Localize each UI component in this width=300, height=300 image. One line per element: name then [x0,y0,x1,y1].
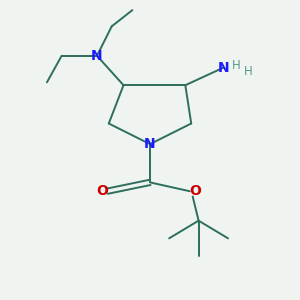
Text: N: N [218,61,230,75]
Text: N: N [91,49,103,63]
Text: N: N [144,137,156,151]
Text: O: O [96,184,108,198]
Text: O: O [189,184,201,198]
Text: H: H [232,59,240,72]
Text: H: H [244,65,253,79]
